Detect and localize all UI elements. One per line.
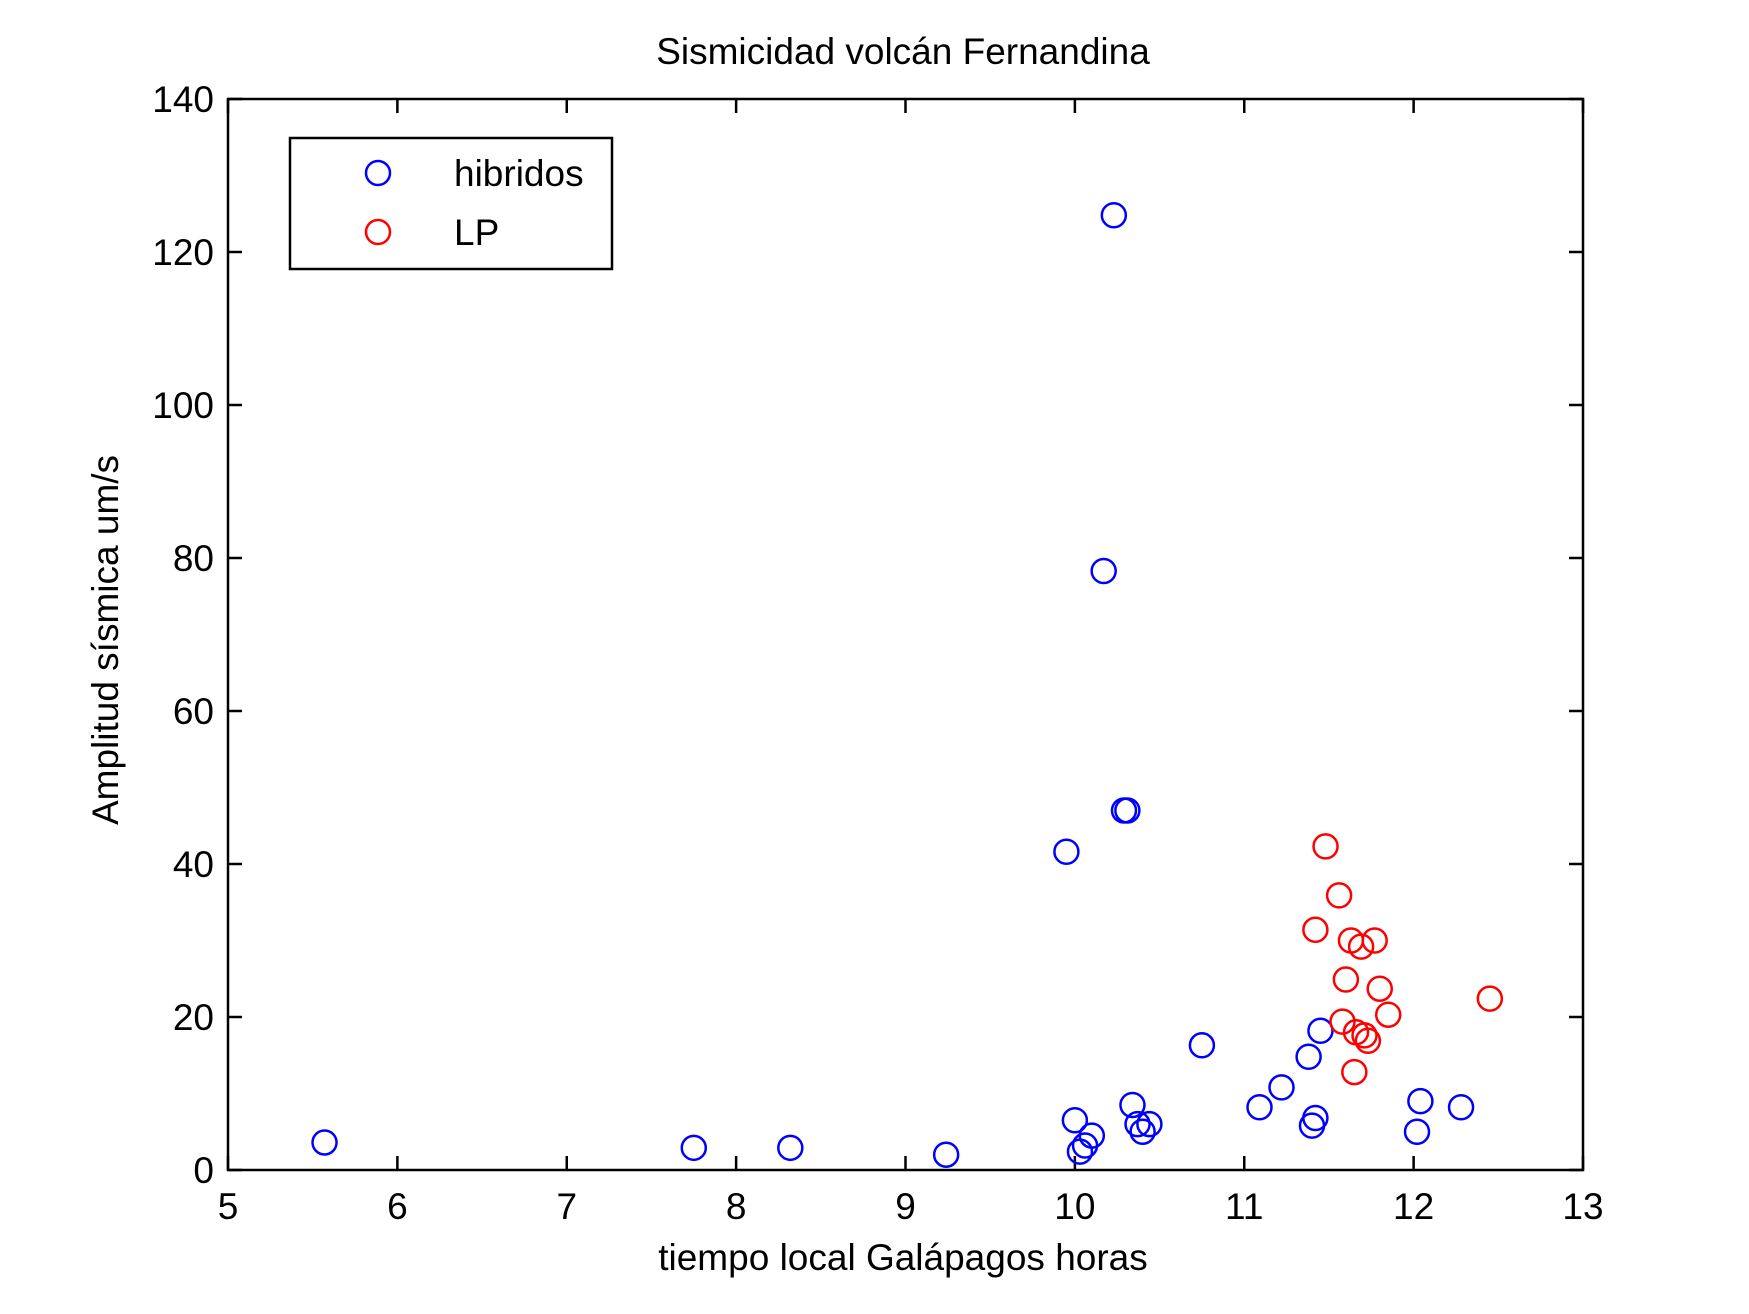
data-point	[1078, 1122, 1106, 1149]
legend-marker	[364, 159, 392, 187]
y-tick-label: 120	[152, 232, 214, 273]
data-point	[1351, 1022, 1378, 1049]
data-point	[1366, 975, 1393, 1002]
series-LP	[1302, 833, 1504, 1086]
x-tick-label: 7	[556, 1186, 577, 1227]
legend-marker	[364, 218, 392, 246]
legend-label: hibridos	[454, 153, 584, 194]
x-tick-label: 5	[218, 1186, 239, 1227]
x-tick-label: 9	[895, 1186, 916, 1227]
y-tick-label: 100	[152, 385, 214, 426]
data-point	[1354, 1027, 1382, 1054]
data-point	[1374, 1001, 1402, 1028]
data-point	[1341, 1058, 1368, 1086]
data-point	[1302, 1104, 1329, 1132]
x-tick-label: 12	[1393, 1186, 1434, 1227]
data-point	[1136, 1110, 1163, 1138]
data-point	[311, 1129, 338, 1156]
data-point	[1090, 557, 1117, 585]
data-point	[1053, 838, 1080, 866]
legend-box	[288, 136, 614, 271]
data-point	[1100, 202, 1128, 229]
x-tick-label: 10	[1054, 1186, 1095, 1227]
data-point	[1061, 1107, 1089, 1134]
y-tick-label: 140	[152, 79, 214, 120]
y-tick-label: 20	[173, 997, 214, 1038]
data-point	[1114, 797, 1141, 824]
data-point	[777, 1134, 804, 1162]
y-tick-label: 80	[173, 538, 214, 579]
data-point	[1312, 833, 1339, 860]
y-tick-label: 40	[173, 844, 214, 885]
data-point	[1295, 1043, 1322, 1071]
series-hibridos	[311, 202, 1475, 1168]
data-point	[680, 1134, 708, 1162]
y-tick-label: 0	[193, 1150, 214, 1191]
x-tick-label: 11	[1225, 1186, 1263, 1227]
data-point	[1124, 1110, 1151, 1138]
data-point	[932, 1141, 960, 1168]
x-axis-label: tiempo local Galápagos horas	[658, 1237, 1148, 1278]
data-point	[1476, 985, 1504, 1012]
data-point	[1347, 933, 1375, 960]
x-tick-label: 8	[726, 1186, 747, 1227]
legend-label: LP	[454, 212, 499, 253]
x-tick-label: 6	[387, 1186, 408, 1227]
legend: hibridos LP	[288, 136, 614, 271]
data-point	[1361, 927, 1388, 954]
data-point	[1447, 1094, 1475, 1121]
data-point	[1403, 1118, 1431, 1145]
data-point	[1268, 1074, 1295, 1101]
y-axis-label: Amplitud sísmica um/s	[85, 455, 126, 825]
data-point	[1307, 1017, 1334, 1045]
data-point	[1325, 882, 1353, 909]
x-tick-label: 13	[1562, 1186, 1603, 1227]
y-tick-label: 60	[173, 691, 214, 732]
chart-title: Sismicidad volcán Fernandina	[656, 31, 1150, 72]
data-point	[1188, 1032, 1216, 1059]
plot-area: 5 6 7 8 9 10 11 12 13 0 20 40 60 80 100 120 140	[152, 79, 1603, 1227]
data-point	[1407, 1087, 1434, 1115]
data-point	[1332, 966, 1360, 993]
data-point	[1246, 1094, 1273, 1121]
data-point	[1302, 916, 1329, 944]
data-point	[1119, 1091, 1146, 1119]
data-point	[1129, 1118, 1156, 1145]
